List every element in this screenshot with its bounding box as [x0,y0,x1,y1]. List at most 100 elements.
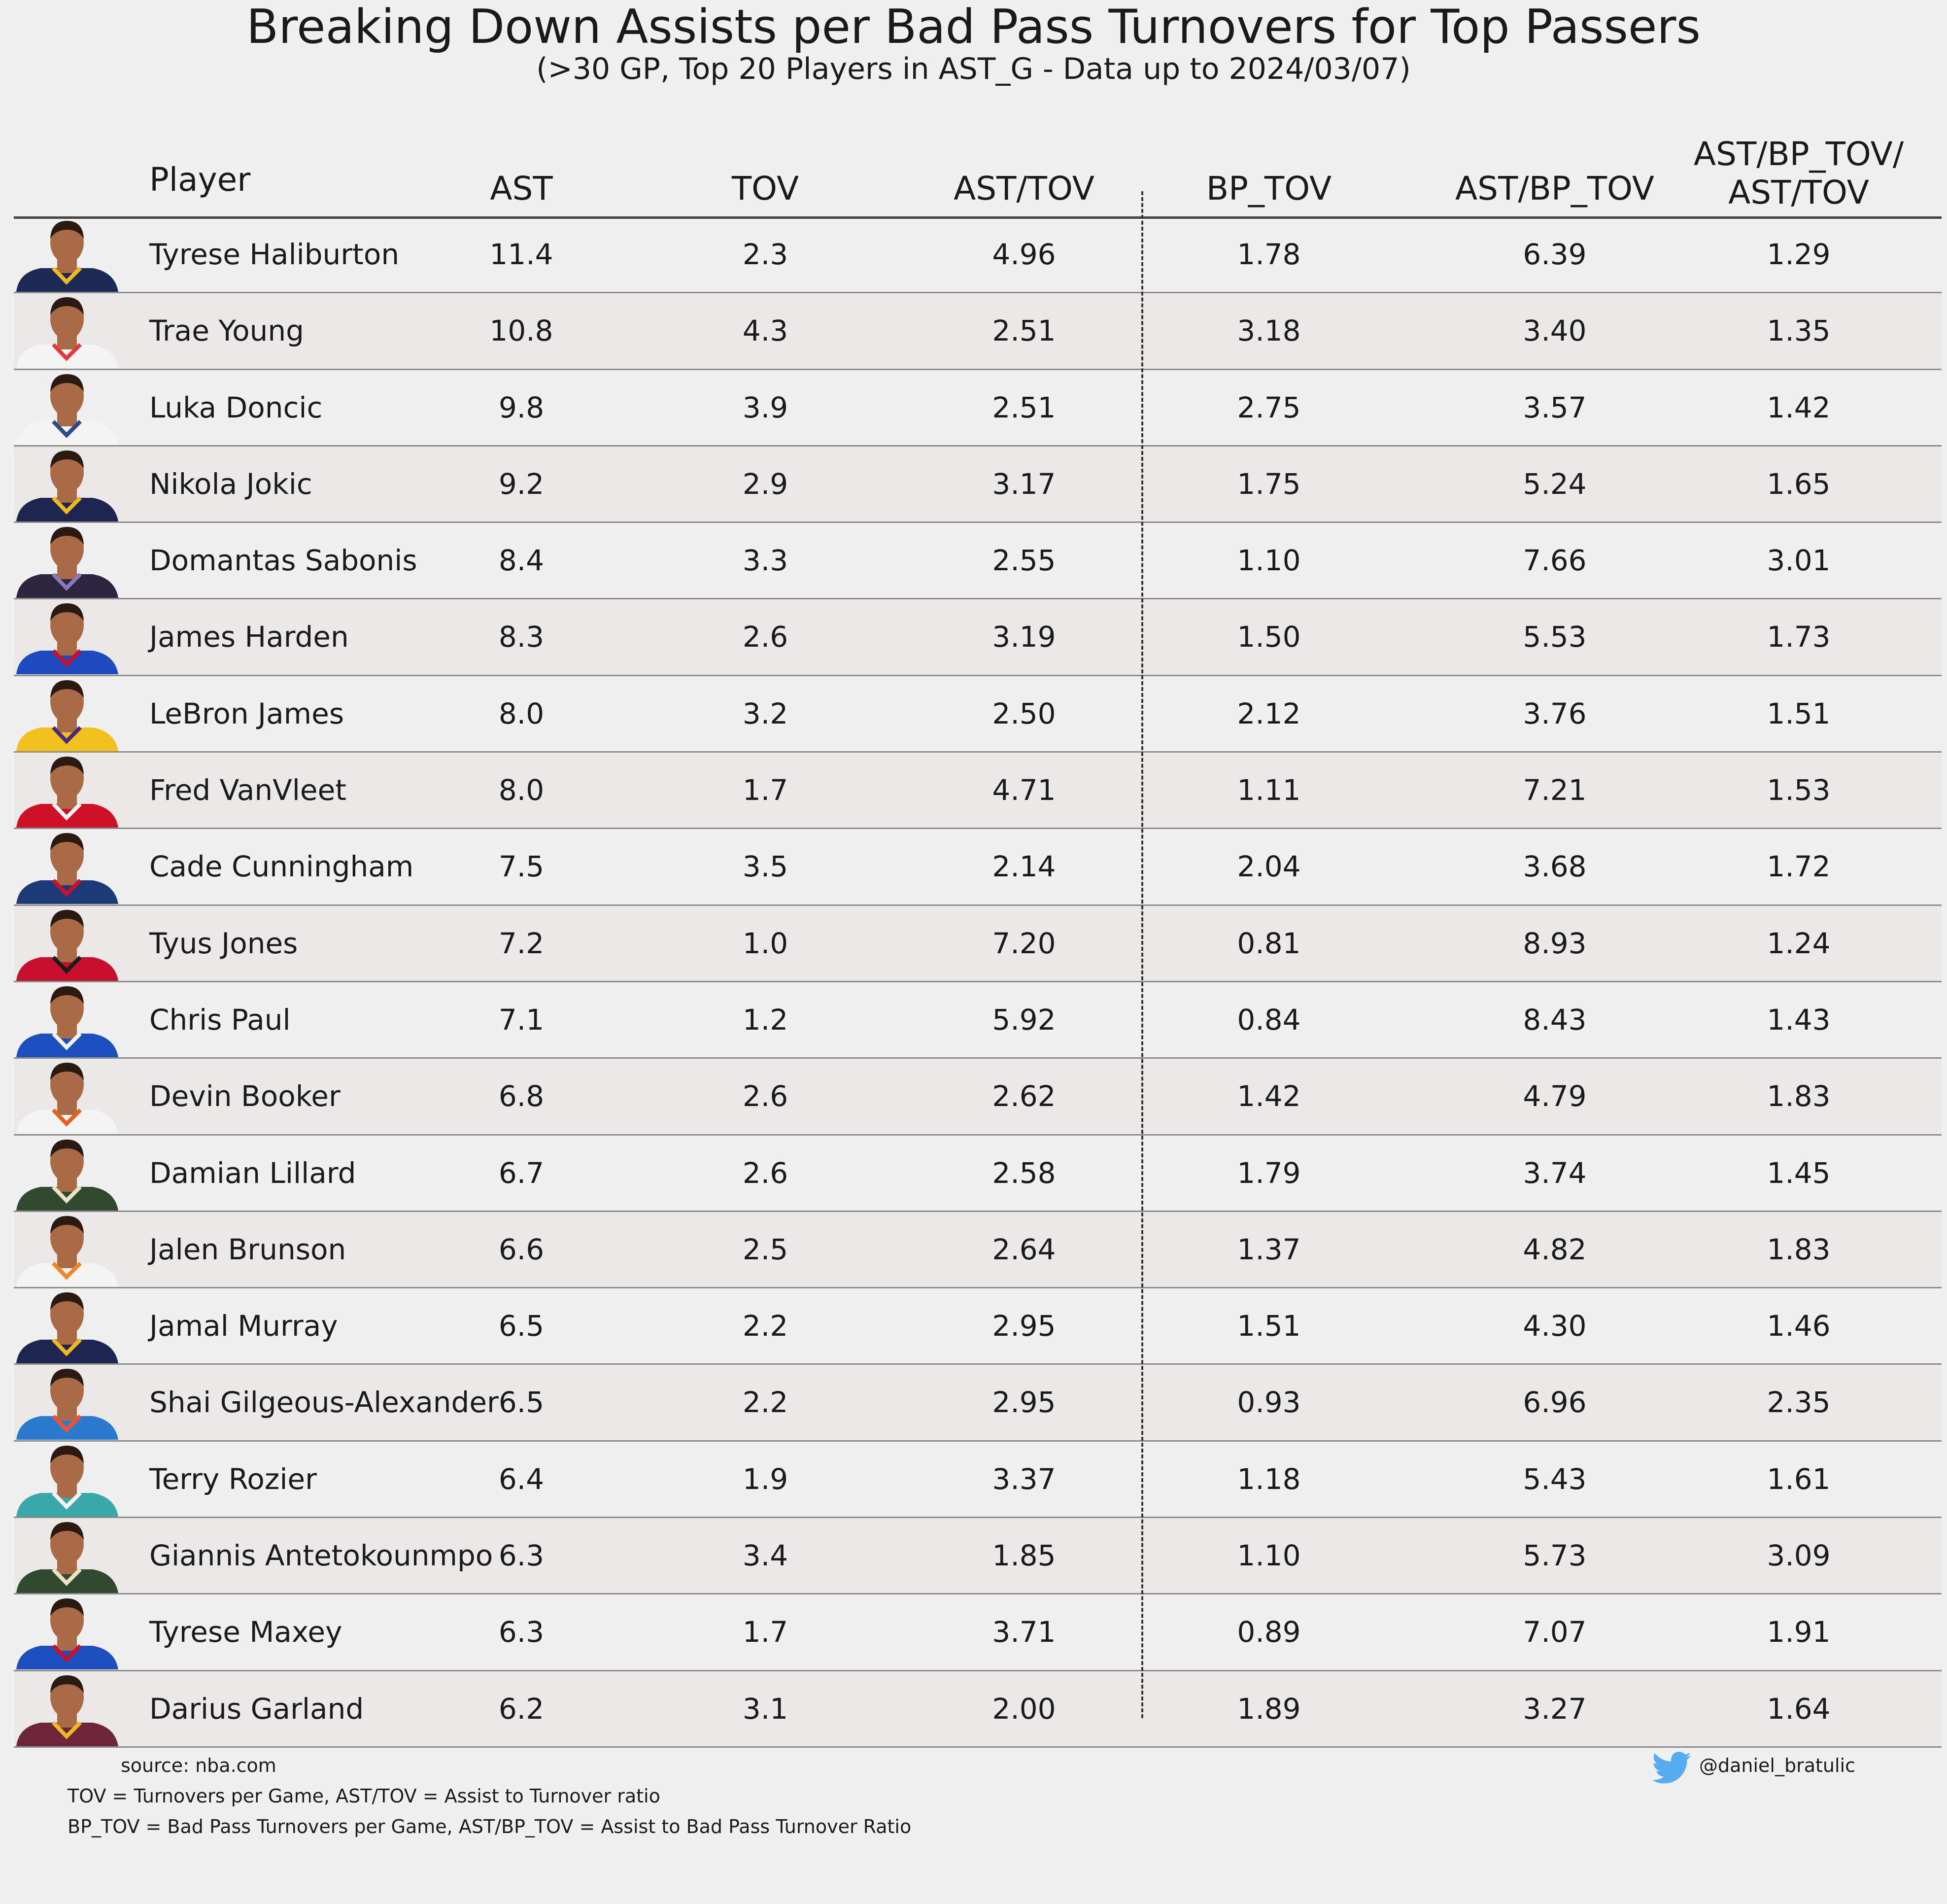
chart-title: Breaking Down Assists per Bad Pass Turno… [246,0,1701,54]
player-headshot [16,1215,118,1287]
tov-value: 2.6 [742,620,788,654]
ast-tov-value: 3.71 [992,1615,1056,1649]
ast-bp-tov-value: 5.43 [1523,1462,1587,1496]
bp-tov-value: 1.42 [1237,1079,1301,1113]
ast-value: 7.5 [498,850,545,884]
ast-tov-value: 1.85 [992,1539,1056,1573]
ast-tov-value: 3.17 [992,467,1056,501]
ast-tov-value: 3.37 [992,1462,1056,1496]
player-name: Luka Doncic [149,390,323,424]
ratio-value: 1.53 [1767,773,1831,807]
player-headshot [16,1063,118,1134]
ast-bp-tov-value: 4.82 [1523,1232,1587,1266]
player-headshot [16,1675,118,1746]
player-name: Tyus Jones [149,926,298,960]
player-name: Chris Paul [149,1003,291,1037]
tov-value: 1.7 [742,773,788,807]
ast-bp-tov-value: 7.07 [1523,1615,1587,1649]
ast-tov-value: 4.96 [992,238,1056,271]
ast-value: 6.7 [498,1156,545,1190]
ast-tov-value: 2.64 [992,1232,1056,1266]
ast-tov-value: 2.58 [992,1156,1056,1190]
ast-value: 6.2 [498,1692,545,1726]
tov-value: 4.3 [742,314,788,348]
tov-value: 1.2 [742,1003,788,1037]
legend-note-1: TOV = Turnovers per Game, AST/TOV = Assi… [68,1785,660,1807]
ast-value: 8.0 [498,773,545,807]
table-row: Fred VanVleet 8.0 1.7 4.71 1.11 7.21 1.53 [14,753,1942,830]
tov-value: 2.2 [742,1385,788,1419]
player-name: James Harden [149,620,349,654]
tov-value: 1.9 [742,1462,788,1496]
chart-subtitle: (>30 GP, Top 20 Players in AST_G - Data … [536,52,1411,86]
ratio-value: 2.35 [1767,1385,1831,1419]
ast-tov-value: 4.71 [992,773,1056,807]
player-headshot [16,1522,118,1593]
ratio-value: 1.83 [1767,1232,1831,1266]
ast-value: 7.1 [498,1003,545,1037]
tov-value: 3.3 [742,544,788,578]
ratio-value: 1.72 [1767,850,1831,884]
col-header-player: Player [149,161,251,199]
table-row: Jalen Brunson 6.6 2.5 2.64 1.37 4.82 1.83 [14,1212,1942,1289]
player-name: Tyrese Haliburton [149,238,400,271]
ast-value: 6.4 [498,1462,545,1496]
player-name: LeBron James [149,696,344,730]
bp-tov-value: 1.11 [1237,773,1301,807]
player-headshot [16,833,118,904]
bp-tov-value: 1.37 [1237,1232,1301,1266]
tov-value: 3.2 [742,696,788,730]
player-name: Shai Gilgeous-Alexander [149,1385,499,1419]
col-header-ast-tov: AST/TOV [954,170,1094,208]
player-name: Damian Lillard [149,1156,356,1190]
tov-value: 2.6 [742,1079,788,1113]
table-row: Jamal Murray 6.5 2.2 2.95 1.51 4.30 1.46 [14,1288,1942,1365]
table-row: Terry Rozier 6.4 1.9 3.37 1.18 5.43 1.61 [14,1442,1942,1519]
table-row: Tyrese Haliburton 11.4 2.3 4.96 1.78 6.39 1.29 [14,217,1942,294]
twitter-handle: @daniel_bratulic [1699,1755,1856,1776]
table-row: Tyrese Maxey 6.3 1.7 3.71 0.89 7.07 1.91 [14,1594,1942,1671]
bp-tov-value: 0.84 [1237,1003,1301,1037]
ast-value: 6.8 [498,1079,545,1113]
col-header-ratio: AST/BP_TOV/ AST/TOV [1693,135,1904,211]
player-name: Giannis Antetokounmpo [149,1539,493,1573]
ast-bp-tov-value: 4.30 [1523,1309,1587,1343]
player-headshot [16,297,118,369]
ast-tov-value: 2.51 [992,314,1056,348]
player-headshot [16,1369,118,1440]
player-headshot [16,450,118,521]
bp-tov-value: 1.78 [1237,238,1301,271]
player-name: Trae Young [149,314,304,348]
player-headshot [16,1445,118,1517]
player-name: Darius Garland [149,1692,364,1726]
ratio-value: 1.51 [1767,696,1831,730]
tov-value: 1.0 [742,926,788,960]
ast-tov-value: 2.55 [992,544,1056,578]
table-row: Cade Cunningham 7.5 3.5 2.14 2.04 3.68 1.72 [14,829,1942,906]
bp-tov-value: 0.89 [1237,1615,1301,1649]
bp-tov-value: 1.75 [1237,467,1301,501]
footer: source: nba.com TOV = Turnovers per Game… [0,1752,1947,1878]
col-header-ast-bp-tov: AST/BP_TOV [1455,170,1654,208]
ratio-value: 1.42 [1767,390,1831,424]
bp-tov-value: 0.93 [1237,1385,1301,1419]
ast-value: 6.3 [498,1539,545,1573]
player-name: Jalen Brunson [149,1232,346,1266]
ast-tov-value: 7.20 [992,926,1056,960]
ast-value: 6.6 [498,1232,545,1266]
bp-tov-value: 2.75 [1237,390,1301,424]
tov-value: 1.7 [742,1615,788,1649]
table-row: Domantas Sabonis 8.4 3.3 2.55 1.10 7.66 3.01 [14,523,1942,600]
bp-tov-value: 1.79 [1237,1156,1301,1190]
table-row: James Harden 8.3 2.6 3.19 1.50 5.53 1.73 [14,599,1942,676]
legend-note-2: BP_TOV = Bad Pass Turnovers per Game, AS… [68,1816,912,1837]
ast-bp-tov-value: 5.53 [1523,620,1587,654]
ast-tov-value: 2.95 [992,1385,1056,1419]
tov-value: 2.5 [742,1232,788,1266]
tov-value: 2.6 [742,1156,788,1190]
col-header-ast: AST [490,170,553,208]
ast-bp-tov-value: 3.27 [1523,1692,1587,1726]
header-underline [14,216,1942,219]
ratio-value: 1.45 [1767,1156,1831,1190]
ast-value: 8.0 [498,696,545,730]
